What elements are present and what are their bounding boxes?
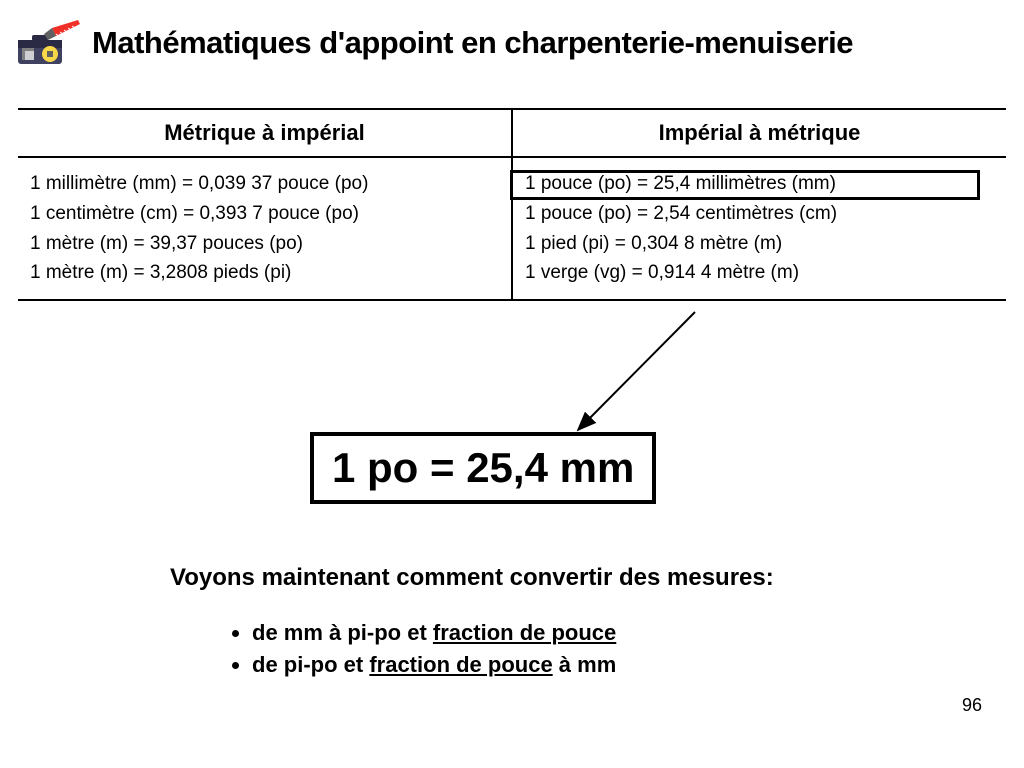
bullet-underline: fraction de pouce xyxy=(369,652,552,677)
conversion-table-wrap: Métrique à impérial Impérial à métrique … xyxy=(18,108,1006,301)
sub-heading: Voyons maintenant comment convertir des … xyxy=(170,564,774,592)
table-cell: 1 pouce (po) = 25,4 millimètres (mm) xyxy=(512,157,1006,198)
list-item: de pi-po et fraction de pouce à mm xyxy=(252,652,616,678)
table-header-imperial: Impérial à métrique xyxy=(512,109,1006,157)
logo-toolbox-icon xyxy=(12,18,82,68)
table-cell: 1 verge (vg) = 0,914 4 mètre (m) xyxy=(512,257,1006,300)
bullet-text: de pi-po et xyxy=(252,652,369,677)
bullet-text: de mm à pi-po et xyxy=(252,620,433,645)
table-header-metric: Métrique à impérial xyxy=(18,109,512,157)
bullet-text: à mm xyxy=(553,652,617,677)
list-item: de mm à pi-po et fraction de pouce xyxy=(252,620,616,646)
conversion-table: Métrique à impérial Impérial à métrique … xyxy=(18,108,1006,301)
table-cell: 1 pied (pi) = 0,304 8 mètre (m) xyxy=(512,228,1006,258)
page-title: Mathématiques d'appoint en charpenterie-… xyxy=(92,25,853,61)
header: Mathématiques d'appoint en charpenterie-… xyxy=(0,0,1024,68)
bullet-list: de mm à pi-po et fraction de pouce de pi… xyxy=(230,620,616,684)
page-number: 96 xyxy=(962,695,982,716)
table-cell: 1 mètre (m) = 39,37 pouces (po) xyxy=(18,228,512,258)
table-cell: 1 centimètre (cm) = 0,393 7 pouce (po) xyxy=(18,198,512,228)
table-cell: 1 mètre (m) = 3,2808 pieds (pi) xyxy=(18,257,512,300)
bullet-underline: fraction de pouce xyxy=(433,620,616,645)
table-cell: 1 millimètre (mm) = 0,039 37 pouce (po) xyxy=(18,157,512,198)
formula-box: 1 po = 25,4 mm xyxy=(310,432,656,504)
table-cell: 1 pouce (po) = 2,54 centimètres (cm) xyxy=(512,198,1006,228)
